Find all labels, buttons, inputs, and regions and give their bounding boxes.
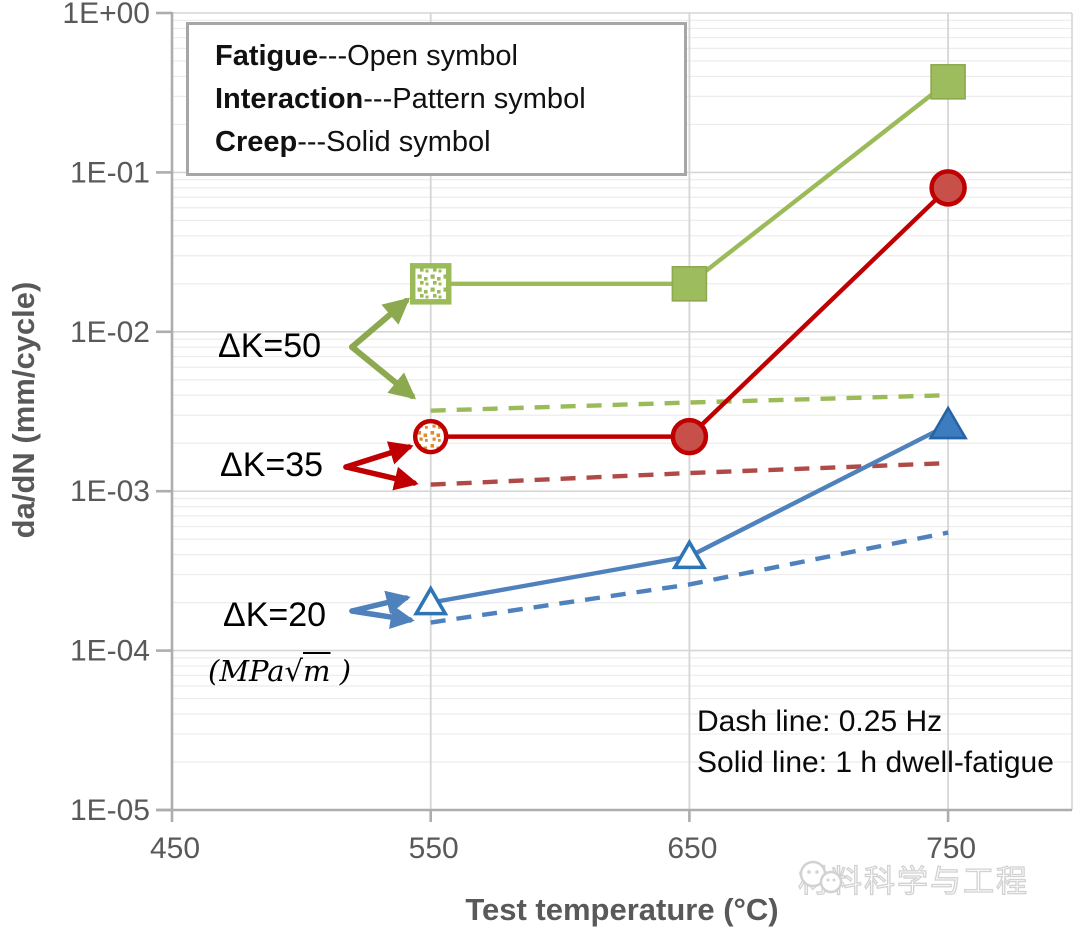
- series-line-dk35-fatigue: [430, 460, 949, 487]
- series-markers: [409, 64, 968, 616]
- dk50-arrow: [349, 297, 417, 400]
- dk20-arrow-shaft: [349, 605, 415, 629]
- legend-box: Fatigue---Open symbol Interaction---Patt…: [186, 22, 687, 176]
- y-axis-title: da/dN (mm/cycle): [6, 281, 41, 539]
- marker-dk50-dwell-750: [930, 64, 966, 100]
- dk35-arrow-shaft: [343, 441, 414, 470]
- annotation-units: (MPa√m ): [208, 654, 351, 688]
- units-close: ): [330, 654, 352, 688]
- y-tick-label: 1E-03: [70, 475, 150, 508]
- annotation-arrows: [343, 297, 419, 629]
- legend-creep-desc: ---Solid symbol: [297, 126, 491, 158]
- series-line-dk50-fatigue: [430, 393, 949, 413]
- legend-line-interaction: Interaction---Pattern symbol: [215, 78, 684, 121]
- note-solid-line: Solid line: 1 h dwell-fatigue: [697, 746, 1054, 779]
- legend-line-fatigue: Fatigue---Open symbol: [215, 35, 684, 78]
- note-box: Dash line: 0.25 Hz Solid line: 1 h dwell…: [697, 701, 1054, 783]
- legend-line-creep: Creep---Solid symbol: [215, 121, 684, 164]
- x-tick-label: 450: [150, 832, 200, 865]
- marker-dk20-dwell-650: [671, 538, 708, 570]
- marker-dk20-dwell-550: [413, 585, 449, 616]
- legend-fatigue-desc: ---Open symbol: [318, 40, 518, 72]
- y-tick-label: 1E-04: [70, 635, 150, 668]
- units-arg: m: [303, 654, 331, 688]
- units-sqrt: √: [284, 654, 303, 688]
- dk20-arrow: [349, 590, 415, 629]
- dk35-arrow: [343, 441, 419, 491]
- series-line-dk20-fatigue: [430, 530, 949, 625]
- x-axis-title: Test temperature (°C): [465, 892, 779, 927]
- note-dash-line: Dash line: 0.25 Hz: [697, 705, 943, 738]
- legend-creep-term: Creep: [215, 126, 298, 158]
- y-tick-label: 1E-01: [70, 156, 150, 189]
- legend-interaction-term: Interaction: [215, 83, 364, 115]
- marker-dk20-dwell-750: [928, 405, 968, 440]
- watermark: 材料科学与工程: [797, 856, 1029, 901]
- marker-dk50-dwell-650: [671, 266, 708, 302]
- marker-dk50-dwell-550: [409, 263, 452, 305]
- y-tick-label: 1E+00: [62, 0, 150, 30]
- legend-fatigue-term: Fatigue: [215, 40, 319, 72]
- dk20-arrow-shaft: [349, 590, 411, 615]
- x-tick-label: 650: [667, 832, 717, 865]
- annotation-dk50: ΔK=50: [218, 327, 322, 365]
- dk35-arrow-shaft: [343, 464, 419, 491]
- y-tick-label: 1E-05: [70, 794, 150, 827]
- x-tick-label: 550: [409, 832, 459, 865]
- annotation-dk20: ΔK=20: [223, 596, 327, 634]
- watermark-logo-icon: [799, 860, 843, 894]
- y-tick-label: 1E-02: [70, 316, 150, 349]
- marker-dk35-dwell-650: [670, 417, 709, 456]
- annotation-dk35: ΔK=35: [220, 446, 324, 484]
- x-tick-label: 750: [926, 832, 976, 865]
- marker-dk35-dwell-750: [929, 169, 967, 207]
- legend-interaction-desc: ---Pattern symbol: [363, 83, 586, 115]
- dk50-arrow-shaft: [349, 344, 417, 400]
- marker-dk35-dwell-550: [412, 418, 449, 455]
- units-open: (MPa: [208, 654, 285, 688]
- dk50-arrow-shaft: [349, 297, 411, 350]
